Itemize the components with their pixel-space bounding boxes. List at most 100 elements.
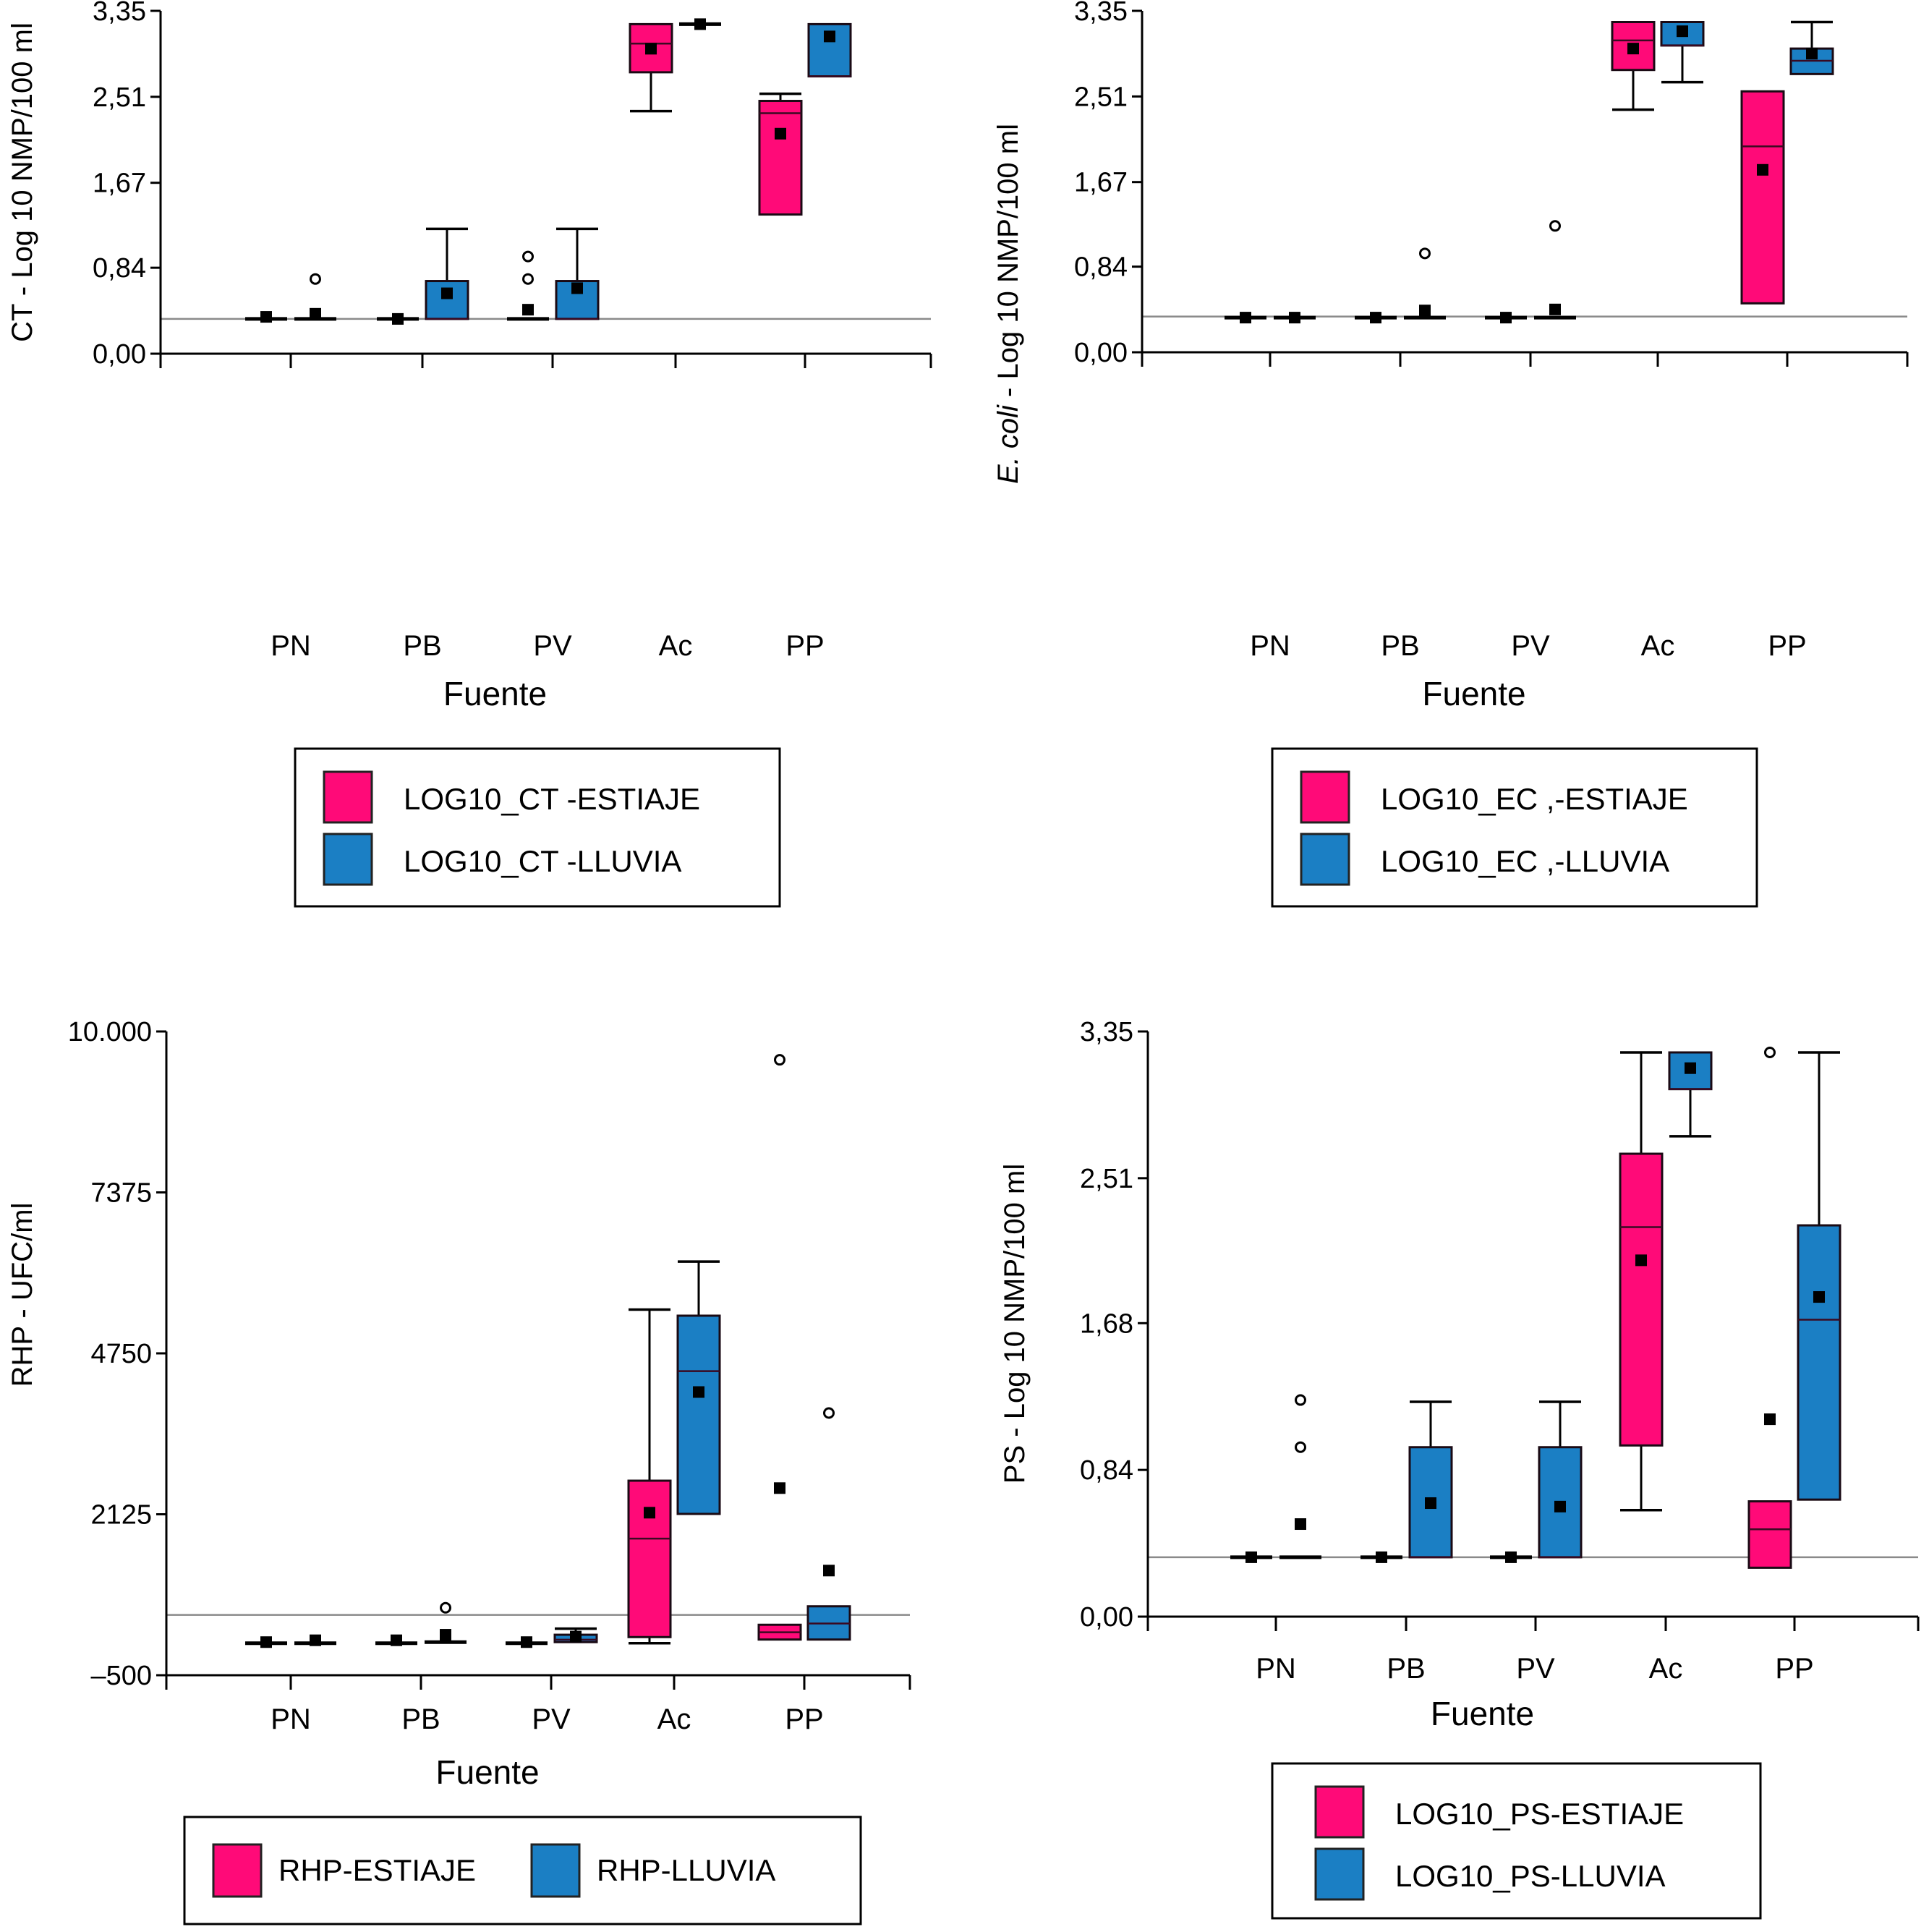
mean-marker — [645, 43, 657, 55]
x-axis-title: Fuente — [1431, 1695, 1534, 1732]
y-tick-label: –500 — [90, 1661, 152, 1691]
x-tick-label: PV — [533, 630, 572, 662]
y-axis-title-part: RHP - UFC/ml — [7, 1203, 38, 1387]
mean-marker — [1370, 312, 1381, 324]
legend-swatch-lluvia — [530, 1843, 581, 1898]
box-estiaje-PB — [375, 1634, 417, 1646]
x-tick-label: PN — [271, 1703, 311, 1735]
y-tick-label: 3,35 — [1080, 1017, 1133, 1047]
box-estiaje-PN — [245, 311, 287, 323]
mean-marker — [1245, 1551, 1257, 1563]
legend-label-lluvia: LOG10_EC ,-LLUVIA — [1381, 844, 1669, 878]
box-estiaje-PN — [1230, 1551, 1272, 1563]
y-axis-title: PS - Log 10 NMP/100 ml — [999, 1164, 1031, 1484]
x-tick-label: PB — [403, 630, 441, 662]
outlier-point — [1549, 220, 1561, 232]
mean-marker — [1425, 1497, 1436, 1510]
box-body — [1747, 1500, 1792, 1569]
chart-ps: 0,00 0,84 1,68 2,51 3,35 PN PB PV Ac PP Fuente PS -… — [999, 1017, 1920, 1920]
mean-marker — [570, 1630, 582, 1643]
mean-marker — [391, 1634, 402, 1646]
box-lluvia-PN — [1274, 312, 1316, 324]
outlier-point — [774, 1054, 785, 1066]
x-tick-label: PP — [1775, 1653, 1813, 1685]
y-tick-label: 0,84 — [1074, 252, 1128, 283]
box-estiaje-Ac — [1611, 20, 1656, 111]
mean-marker — [1289, 312, 1300, 324]
legend-label-lluvia: LOG10_CT -LLUVIA — [404, 844, 681, 878]
box-lluvia-PN — [294, 1634, 336, 1646]
mean-marker — [1295, 1518, 1306, 1531]
box-estiaje-PV — [507, 250, 549, 321]
y-tick-label: 1,67 — [1074, 168, 1128, 198]
mean-marker — [1627, 43, 1639, 55]
box-body — [1797, 1224, 1841, 1501]
y-tick-label: 7375 — [90, 1178, 152, 1209]
legend-swatch-estiaje — [1300, 770, 1350, 824]
mean-marker — [1635, 1254, 1647, 1267]
mean-marker — [1554, 1500, 1566, 1512]
chart-ec: 0,00 0,84 1,67 2,51 3,35 PN PB PV Ac PP Fuente E. c… — [992, 0, 1909, 908]
y-tick-label: 1,67 — [93, 169, 146, 199]
x-tick-label: PV — [1511, 630, 1550, 662]
x-tick-label: Ac — [657, 1703, 691, 1735]
outlier-point — [1764, 1046, 1776, 1058]
y-tick-label: 2,51 — [1074, 82, 1128, 112]
mean-marker — [1677, 25, 1688, 38]
box-lluvia-PB — [1408, 1400, 1453, 1559]
y-axis-title: E. coli - Log 10 NMP/100 ml — [992, 124, 1024, 484]
outlier-point — [1419, 247, 1431, 260]
box-estiaje-PV — [1490, 1551, 1532, 1563]
y-tick-label: 10.000 — [68, 1017, 152, 1047]
x-tick-label: PN — [271, 630, 311, 662]
y-tick-label: 3,35 — [1074, 0, 1128, 27]
mean-marker — [522, 304, 534, 316]
box-lluvia-PP — [806, 1407, 851, 1641]
y-tick-label: 0,00 — [1074, 338, 1128, 368]
box-lluvia-Ac — [679, 18, 721, 30]
y-axis-title: RHP - UFC/ml — [7, 1203, 38, 1387]
mean-marker — [310, 1634, 321, 1646]
legend-swatch-lluvia — [1314, 1847, 1365, 1901]
mean-marker — [1757, 163, 1768, 176]
mean-marker — [1376, 1551, 1387, 1563]
y-tick-label: 0,00 — [93, 339, 146, 370]
box-estiaje-PB — [1355, 312, 1397, 324]
x-tick-label: PV — [532, 1703, 571, 1735]
y-tick-label: 2,51 — [1080, 1164, 1133, 1194]
box-lluvia-PN — [1279, 1394, 1321, 1559]
box-lluvia-Ac — [676, 1260, 721, 1515]
x-axis-title: Fuente — [435, 1753, 539, 1791]
legend-label-estiaje: LOG10_CT -ESTIAJE — [404, 782, 700, 816]
mean-marker — [824, 30, 835, 43]
mean-marker — [1813, 1291, 1825, 1303]
box-estiaje-Ac — [1619, 1051, 1664, 1512]
outlier-point — [522, 273, 534, 285]
box-lluvia-Ac — [1660, 20, 1705, 84]
outlier-point — [1295, 1441, 1306, 1453]
mean-marker — [521, 1636, 532, 1648]
legend-frame — [294, 747, 781, 908]
legend-swatch-estiaje — [1314, 1785, 1365, 1839]
box-estiaje-Ac — [629, 22, 673, 113]
legend-frame — [183, 1816, 862, 1925]
mean-marker — [1505, 1551, 1517, 1563]
box-lluvia-PV — [1534, 220, 1576, 320]
legend-label-lluvia: RHP-LLUVIA — [597, 1853, 775, 1887]
mean-marker — [571, 282, 583, 294]
legend: LOG10_EC ,-ESTIAJE LOG10_EC ,-LLUVIA — [1271, 747, 1758, 908]
box-estiaje-PP — [1740, 90, 1785, 305]
x-tick-label: PB — [1381, 630, 1419, 662]
box-lluvia-PV — [1538, 1400, 1583, 1559]
box-estiaje-Ac — [627, 1308, 672, 1645]
chart-rhp: –500 2125 4750 7375 10.000 PN PB PV Ac PP Fuente RH… — [7, 1017, 911, 1925]
legend-label-lluvia: LOG10_PS-LLUVIA — [1395, 1859, 1666, 1893]
x-tick-label: Ac — [1641, 630, 1675, 662]
mean-marker — [775, 127, 786, 140]
mean-marker — [1806, 48, 1818, 60]
box-lluvia-PP — [1789, 20, 1834, 75]
box-lluvia-PV — [553, 1627, 598, 1643]
box-lluvia-PB — [425, 227, 469, 320]
legend-label-estiaje: LOG10_PS-ESTIAJE — [1395, 1797, 1684, 1831]
x-tick-label: PN — [1256, 1653, 1296, 1685]
